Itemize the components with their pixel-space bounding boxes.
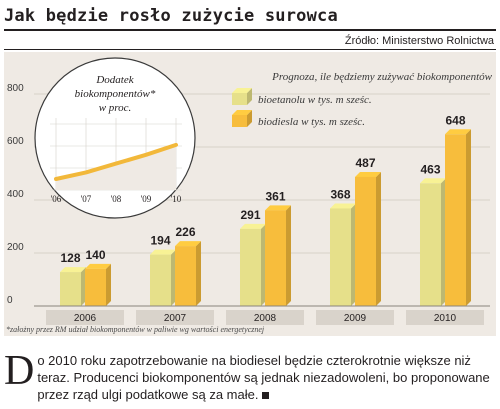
inset-x-tick-label: '09 <box>141 194 152 204</box>
inset-title: biokomponentów* <box>75 88 156 100</box>
inset-x-tick-label: '08 <box>111 194 122 204</box>
chart-panel: 0 200 400 600 800 128 140 2006 194 226 2007 291 361 2… <box>4 52 496 336</box>
y-tick-label: 400 <box>7 189 24 200</box>
x-tick-label: 2009 <box>344 313 367 324</box>
x-tick-label: 2007 <box>164 313 187 324</box>
bar-bioethanol <box>420 178 446 306</box>
inset-title: w proc. <box>99 102 132 114</box>
page-title: Jak będzie rosło zużycie surowca <box>4 6 338 26</box>
legend-swatch <box>232 110 252 127</box>
bar-bioethanol <box>240 223 266 306</box>
inset-line <box>54 142 178 181</box>
y-tick-label: 800 <box>7 83 24 94</box>
footnote: *założny przez RM udział biokomponentów … <box>6 325 265 334</box>
inset-title: Dodatek <box>95 74 134 86</box>
source-label: Źródło: Ministerstwo Rolnictwa <box>344 35 494 47</box>
x-tick-label: 2010 <box>434 313 457 324</box>
bar-biodiesel <box>445 129 471 306</box>
data-label: 226 <box>175 225 195 239</box>
bar-biodiesel <box>85 263 111 306</box>
legend-label: bioetanolu w tys. m sześc. <box>258 94 372 106</box>
y-tick-label: 0 <box>7 295 13 306</box>
x-tick-label: 2008 <box>254 313 277 324</box>
category-label-box <box>406 310 484 325</box>
bar-biodiesel <box>265 205 291 306</box>
bar-bioethanol <box>330 203 356 306</box>
end-mark-icon <box>262 392 270 399</box>
data-label: 648 <box>445 113 465 127</box>
y-tick-label: 600 <box>7 136 24 147</box>
category-label-box <box>136 310 214 325</box>
source-rule <box>4 49 496 50</box>
title-rule <box>4 29 496 31</box>
category-label-box <box>316 310 394 325</box>
x-tick-label: 2006 <box>74 313 97 324</box>
data-label: 463 <box>420 162 440 176</box>
y-tick-label: 200 <box>7 242 24 253</box>
data-label: 128 <box>60 251 80 265</box>
bar-bioethanol <box>60 267 86 306</box>
data-label: 368 <box>330 187 350 201</box>
data-label: 361 <box>265 189 285 203</box>
bar-biodiesel <box>175 241 201 306</box>
data-label: 194 <box>150 234 170 248</box>
article-text: o 2010 roku zapotrzebowanie na biodiesel… <box>37 353 490 402</box>
data-label: 291 <box>240 208 260 222</box>
legend-swatch <box>232 88 252 105</box>
inset-x-tick-label: '10 <box>171 194 182 204</box>
inset-x-tick-label: '07 <box>81 194 92 204</box>
data-label: 487 <box>355 156 375 170</box>
chart-title: Prognoza, ile będziemy zużywać biokompon… <box>271 71 493 83</box>
inset-x-tick-label: '06 <box>51 194 62 204</box>
category-label-box <box>46 310 124 325</box>
legend-label: biodiesla w tys. m sześc. <box>258 116 365 128</box>
bar-bioethanol <box>150 249 176 306</box>
bar-chart: 0 200 400 600 800 128 140 2006 194 226 2007 291 361 2… <box>7 57 493 325</box>
category-label-box <box>226 310 304 325</box>
data-label: 140 <box>85 248 105 262</box>
bar-biodiesel <box>355 171 381 306</box>
drop-cap: D <box>4 348 35 394</box>
